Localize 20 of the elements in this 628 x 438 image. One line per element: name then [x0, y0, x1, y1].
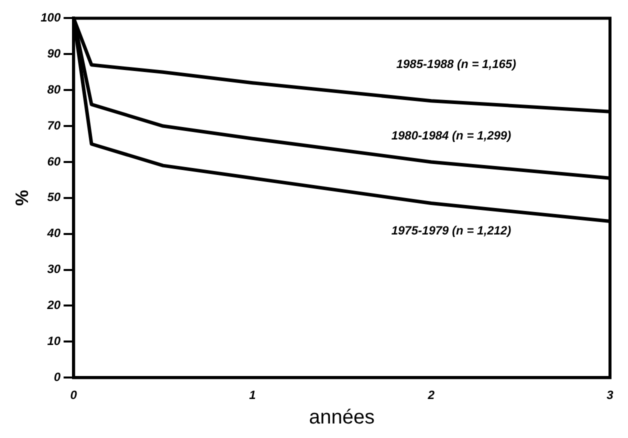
- y-tick-label: 50: [47, 190, 61, 204]
- y-tick-label: 40: [46, 226, 61, 240]
- x-tick-label: 2: [426, 388, 435, 402]
- y-tick-label: 30: [47, 262, 61, 276]
- y-tick-label: 90: [47, 46, 61, 60]
- y-tick-label: 80: [47, 82, 61, 96]
- y-axis-title: %: [12, 190, 32, 206]
- y-tick-label: 0: [54, 370, 61, 384]
- x-tick-label: 0: [70, 388, 78, 402]
- x-tick-label: 1: [249, 388, 256, 402]
- y-tick-label: 60: [47, 154, 61, 168]
- text: 1985-1988 (n = 1,165): [396, 57, 516, 72]
- x-axis-title: années: [309, 406, 375, 429]
- series-label: 1975-1979 (n = 1,212): [391, 224, 512, 238]
- y-tick-label: 100: [40, 10, 61, 25]
- y-tick-label: 70: [47, 118, 61, 132]
- x-tick-label: 3: [606, 388, 614, 402]
- y-tick-label: 20: [46, 298, 61, 312]
- y-tick-label: 10: [47, 334, 61, 348]
- series-label: 1980-1984 (n = 1,299): [391, 128, 512, 142]
